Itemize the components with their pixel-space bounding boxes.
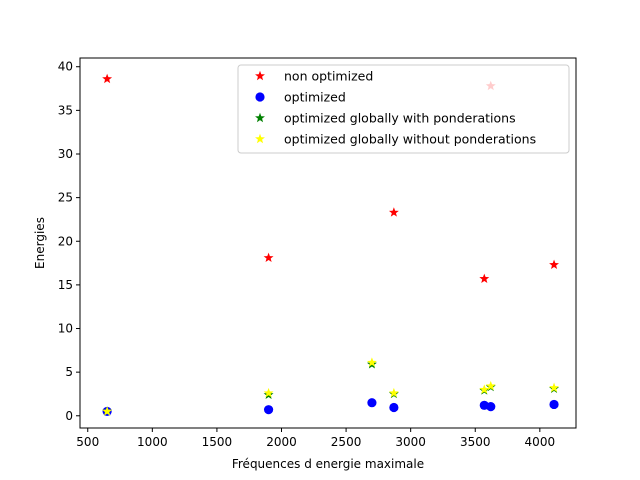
- x-tick-label: 2000: [266, 435, 297, 449]
- x-tick-label: 1500: [202, 435, 233, 449]
- data-point: [263, 405, 274, 415]
- data-point: [388, 207, 399, 217]
- legend-entry: optimized: [284, 90, 346, 105]
- legend-marker: [255, 112, 265, 123]
- y-tick-label: 10: [58, 322, 73, 336]
- legend: non optimized optimized optimized globally…: [237, 64, 570, 154]
- data-point: [102, 73, 113, 84]
- y-tick-label: 40: [58, 60, 73, 74]
- legend-marker: [255, 70, 265, 81]
- data-point: [263, 387, 274, 398]
- x-tick-label: 3500: [460, 435, 491, 449]
- y-tick-label: 5: [65, 365, 73, 379]
- y-tick-label: 35: [58, 103, 73, 117]
- data-point: [549, 259, 559, 270]
- legend-entry: optimized globally without ponderations: [284, 132, 536, 147]
- data-point: [366, 357, 377, 367]
- y-axis-label: Energies: [33, 217, 47, 269]
- data-point: [549, 399, 559, 410]
- x-tick-label: 4000: [525, 435, 556, 449]
- x-tick-label: 500: [76, 435, 99, 449]
- data-point: [485, 380, 496, 391]
- data-point: [479, 384, 490, 394]
- y-tick-label: 25: [58, 191, 73, 205]
- axis-ticks: 500 1000 1500 2000 2500 3000 3500 4000 0 5 10 15 20 2…: [58, 60, 555, 449]
- legend-box: [237, 64, 570, 154]
- series-optimized-globally-without-ponderations: [102, 357, 559, 416]
- y-tick-label: 30: [58, 147, 73, 161]
- x-axis-label: Fréquences d energie maximale: [232, 457, 424, 471]
- x-tick-label: 3000: [395, 435, 426, 449]
- x-tick-label: 1000: [137, 435, 168, 449]
- data-point: [388, 387, 399, 398]
- data-point: [102, 406, 113, 416]
- legend-entry: optimized globally with ponderations: [284, 111, 516, 126]
- y-tick-label: 15: [58, 278, 73, 292]
- legend-marker: [255, 92, 265, 102]
- data-point: [479, 273, 490, 283]
- y-tick-label: 20: [58, 234, 73, 248]
- data-point: [263, 252, 274, 263]
- data-point: [367, 398, 377, 408]
- data-point: [389, 402, 399, 413]
- data-points: [102, 73, 559, 417]
- data-point: [486, 402, 496, 412]
- y-tick-label: 0: [65, 409, 73, 423]
- legend-marker: [255, 133, 265, 144]
- x-tick-label: 2500: [331, 435, 362, 449]
- data-point: [549, 382, 559, 393]
- legend-entry: non optimized: [284, 69, 373, 84]
